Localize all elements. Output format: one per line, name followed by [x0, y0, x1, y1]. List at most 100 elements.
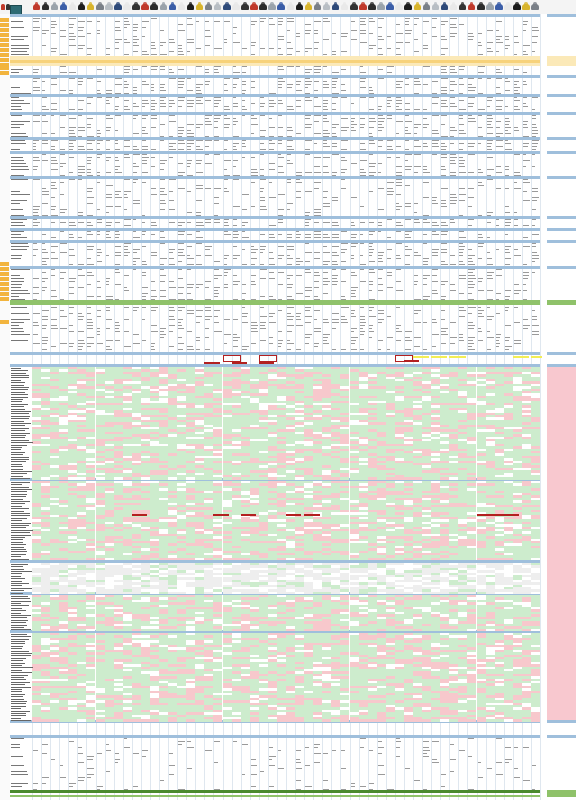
vehicle-thumbnail[interactable]: [223, 4, 231, 10]
spec-value: [468, 272, 473, 273]
spec-value: [296, 81, 301, 82]
spec-value: [87, 272, 92, 273]
spec-value: [332, 237, 339, 238]
vehicle-thumbnail[interactable]: [42, 4, 50, 10]
vehicle-thumbnail[interactable]: [386, 4, 394, 10]
vehicle-thumbnail[interactable]: [196, 4, 204, 10]
spec-value: [160, 194, 167, 195]
spec-value: [423, 275, 430, 276]
vehicle-thumbnail[interactable]: [123, 4, 131, 10]
vehicle-thumbnail[interactable]: [250, 4, 258, 10]
vehicle-thumbnail[interactable]: [359, 4, 367, 10]
vehicle-thumbnail[interactable]: [241, 4, 249, 10]
vehicle-thumbnail[interactable]: [259, 4, 267, 10]
vehicle-thumbnail[interactable]: [51, 4, 59, 10]
spec-value: [33, 72, 38, 73]
spec-value: [369, 284, 373, 285]
vehicle-thumbnail[interactable]: [350, 4, 358, 10]
spec-value: [224, 90, 229, 91]
vehicle-thumbnail[interactable]: [277, 4, 285, 10]
vehicle-thumbnail[interactable]: [531, 4, 539, 10]
spec-value: [314, 231, 321, 232]
vehicle-thumbnail[interactable]: [33, 4, 41, 10]
vehicle-thumbnail[interactable]: [141, 4, 149, 10]
spec-value: [160, 258, 167, 259]
spec-value: [396, 84, 400, 85]
spec-value: [151, 166, 155, 167]
spec-value: [178, 310, 182, 311]
vehicle-thumbnail[interactable]: [323, 4, 331, 10]
spec-value: [87, 296, 93, 297]
vehicle-thumbnail[interactable]: [205, 4, 213, 10]
spec-value: [233, 206, 240, 207]
vehicle-thumbnail[interactable]: [132, 4, 140, 10]
spec-value: [405, 78, 409, 79]
spec-value: [51, 163, 58, 164]
spec-value: [423, 166, 427, 167]
vehicle-thumbnail[interactable]: [268, 4, 276, 10]
vehicle-thumbnail[interactable]: [395, 4, 403, 10]
vehicle-thumbnail[interactable]: [404, 4, 412, 10]
vehicle-thumbnail[interactable]: [341, 4, 349, 10]
vehicle-thumbnail[interactable]: [522, 4, 530, 10]
vehicle-thumbnail[interactable]: [150, 4, 158, 10]
vehicle-thumbnail[interactable]: [296, 4, 304, 10]
vehicle-thumbnail[interactable]: [178, 4, 186, 10]
spec-value: [278, 54, 284, 55]
feature-row-label: [11, 370, 28, 371]
vehicle-thumbnail[interactable]: [96, 4, 104, 10]
vehicle-thumbnail[interactable]: [459, 4, 467, 10]
spec-value: [323, 81, 327, 82]
spec-value: [51, 206, 56, 207]
vehicle-thumbnail[interactable]: [314, 4, 322, 10]
vehicle-thumbnail[interactable]: [414, 4, 422, 10]
vehicle-thumbnail[interactable]: [78, 4, 86, 10]
spec-value: [296, 237, 300, 238]
spec-value: [369, 136, 373, 137]
vehicle-thumbnail[interactable]: [114, 4, 122, 10]
vehicle-thumbnail[interactable]: [214, 4, 222, 10]
spec-value: [133, 252, 137, 253]
vehicle-thumbnail[interactable]: [232, 4, 240, 10]
spec-value: [468, 281, 473, 282]
vehicle-thumbnail[interactable]: [486, 4, 494, 10]
vehicle-thumbnail[interactable]: [332, 4, 340, 10]
spec-value: [332, 349, 336, 350]
spec-value: [269, 278, 275, 279]
spec-value: [459, 118, 463, 119]
vehicle-thumbnail[interactable]: [468, 4, 476, 10]
vehicle-thumbnail[interactable]: [423, 4, 431, 10]
vehicle-thumbnail[interactable]: [1, 4, 5, 10]
vehicle-thumbnail[interactable]: [87, 4, 95, 10]
vehicle-thumbnail[interactable]: [187, 4, 195, 10]
spec-value: [450, 264, 456, 265]
vehicle-thumbnail[interactable]: [368, 4, 376, 10]
spec-value: [178, 127, 184, 128]
vehicle-thumbnail[interactable]: [504, 4, 512, 10]
vehicle-thumbnail[interactable]: [60, 4, 68, 10]
spec-value: [187, 149, 190, 150]
spec-value: [33, 18, 40, 19]
spec-value: [332, 234, 338, 235]
vehicle-thumbnail[interactable]: [160, 4, 168, 10]
spec-value: [214, 127, 217, 128]
spec-value: [69, 255, 75, 256]
vehicle-thumbnail[interactable]: [513, 4, 521, 10]
spec-value: [151, 281, 155, 282]
vehicle-thumbnail[interactable]: [495, 4, 503, 10]
vehicle-thumbnail[interactable]: [69, 4, 77, 10]
vehicle-thumbnail[interactable]: [477, 4, 485, 10]
vehicle-thumbnail[interactable]: [441, 4, 449, 10]
vehicle-thumbnail[interactable]: [450, 4, 458, 10]
vehicle-thumbnail[interactable]: [432, 4, 440, 10]
vehicle-thumbnail[interactable]: [287, 4, 295, 10]
spec-value: [187, 103, 194, 104]
vehicle-thumbnail[interactable]: [169, 4, 177, 10]
spec-value: [106, 118, 113, 119]
vehicle-thumbnail[interactable]: [105, 4, 113, 10]
spec-value: [514, 249, 518, 250]
spec-value: [142, 264, 147, 265]
vehicle-thumbnail[interactable]: [377, 4, 385, 10]
vehicle-thumbnail[interactable]: [305, 4, 313, 10]
spec-value: [133, 51, 138, 52]
